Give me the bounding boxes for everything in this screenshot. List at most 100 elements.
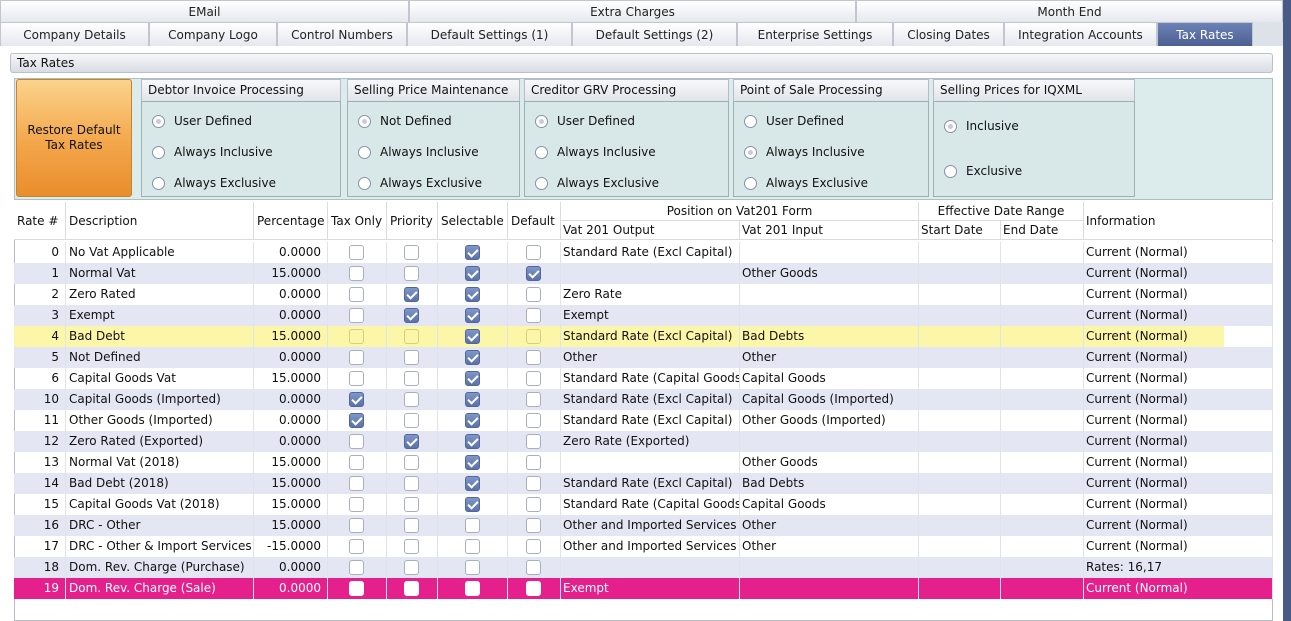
selectable-checkbox[interactable] [465,560,480,575]
radio-button-icon[interactable] [744,114,757,128]
table-row[interactable]: 14 Bad Debt (2018) 15.0000 Standard Rate (E… [14,473,1273,494]
default-checkbox[interactable] [526,455,541,470]
default-checkbox[interactable] [526,329,541,344]
tax-only-checkbox[interactable] [349,434,364,449]
priority-checkbox[interactable] [404,266,419,281]
tab-company-logo[interactable]: Company Logo [149,22,277,46]
table-row[interactable]: 1 Normal Vat 15.0000 Other Goods Current (No… [14,263,1273,284]
radio-button-icon[interactable] [944,164,957,178]
col-tax-only-header[interactable]: Tax Only [328,202,387,240]
col-end-date-header[interactable]: End Date [1001,221,1084,240]
radio-button-icon[interactable] [358,176,371,190]
tax-only-checkbox[interactable] [349,539,364,554]
table-row[interactable]: 16 DRC - Other 15.0000 Other and Imported S… [14,515,1273,536]
selectable-checkbox[interactable] [465,581,480,596]
default-checkbox[interactable] [526,413,541,428]
col-percentage-header[interactable]: Percentage [254,202,328,240]
priority-checkbox[interactable] [404,287,419,302]
col-default-header[interactable]: Default [508,202,561,240]
col-selectable-header[interactable]: Selectable [438,202,508,240]
selling-prices-iqxml-option[interactable]: Exclusive [944,164,1022,178]
table-row[interactable]: 2 Zero Rated 0.0000 Zero Rate Current (Norma… [14,284,1273,305]
table-row[interactable]: 6 Capital Goods Vat 15.0000 Standard Rate (… [14,368,1273,389]
table-row[interactable]: 19 Dom. Rev. Charge (Sale) 0.0000 Exempt Cur… [14,578,1273,599]
table-row[interactable]: 13 Normal Vat (2018) 15.0000 Other Goods Cur… [14,452,1273,473]
tax-only-checkbox[interactable] [349,581,364,596]
priority-checkbox[interactable] [404,497,419,512]
priority-checkbox[interactable] [404,560,419,575]
radio-button-icon[interactable] [944,119,957,133]
default-checkbox[interactable] [526,476,541,491]
default-checkbox[interactable] [526,434,541,449]
tax-only-checkbox[interactable] [349,476,364,491]
default-checkbox[interactable] [526,245,541,260]
priority-checkbox[interactable] [404,581,419,596]
tab-default-settings-2[interactable]: Default Settings (2) [572,22,737,46]
selectable-checkbox[interactable] [465,308,480,323]
tab-integration-accounts[interactable]: Integration Accounts [1004,22,1157,46]
default-checkbox[interactable] [526,392,541,407]
priority-checkbox[interactable] [404,371,419,386]
tax-only-checkbox[interactable] [349,329,364,344]
selectable-checkbox[interactable] [465,287,480,302]
selectable-checkbox[interactable] [465,266,480,281]
selectable-checkbox[interactable] [465,434,480,449]
radio-button-icon[interactable] [152,114,165,128]
tax-only-checkbox[interactable] [349,518,364,533]
col-rate-header[interactable]: Rate # [14,202,66,240]
tax-only-checkbox[interactable] [349,245,364,260]
table-row[interactable]: 5 Not Defined 0.0000 Other Other Current (Nor… [14,347,1273,368]
selling-price-maintenance-option[interactable]: Always Inclusive [358,145,479,159]
creditor-grv-processing-option[interactable]: User Defined [535,114,635,128]
tab-month-end[interactable]: Month End [856,0,1283,22]
default-checkbox[interactable] [526,497,541,512]
table-row[interactable]: 12 Zero Rated (Exported) 0.0000 Zero Rate (… [14,431,1273,452]
tab-default-settings-1[interactable]: Default Settings (1) [407,22,572,46]
table-row[interactable]: 10 Capital Goods (Imported) 0.0000 Standard… [14,389,1273,410]
default-checkbox[interactable] [526,350,541,365]
debtor-invoice-processing-option[interactable]: User Defined [152,114,252,128]
col-start-date-header[interactable]: Start Date [919,221,1001,240]
selectable-checkbox[interactable] [465,476,480,491]
selling-prices-iqxml-option[interactable]: Inclusive [944,119,1019,133]
table-row[interactable]: 18 Dom. Rev. Charge (Purchase) 0.0000 Rates… [14,557,1273,578]
table-row[interactable]: 0 No Vat Applicable 0.0000 Standard Rate (E… [14,242,1273,263]
tax-only-checkbox[interactable] [349,413,364,428]
default-checkbox[interactable] [526,266,541,281]
tab-email[interactable]: EMail [0,0,409,22]
point-of-sale-processing-option[interactable]: Always Exclusive [744,176,868,190]
point-of-sale-processing-option[interactable]: Always Inclusive [744,145,865,159]
priority-checkbox[interactable] [404,434,419,449]
radio-button-icon[interactable] [152,145,165,159]
point-of-sale-processing-option[interactable]: User Defined [744,114,844,128]
col-vat-input-header[interactable]: Vat 201 Input [740,221,919,240]
col-information-header[interactable]: Information [1084,202,1273,240]
debtor-invoice-processing-option[interactable]: Always Exclusive [152,176,276,190]
priority-checkbox[interactable] [404,539,419,554]
tax-only-checkbox[interactable] [349,308,364,323]
priority-checkbox[interactable] [404,476,419,491]
creditor-grv-processing-option[interactable]: Always Inclusive [535,145,656,159]
tab-closing-dates[interactable]: Closing Dates [893,22,1004,46]
tax-only-checkbox[interactable] [349,371,364,386]
priority-checkbox[interactable] [404,308,419,323]
tab-extra-charges[interactable]: Extra Charges [409,0,856,22]
radio-button-icon[interactable] [744,145,757,159]
priority-checkbox[interactable] [404,455,419,470]
priority-checkbox[interactable] [404,392,419,407]
selectable-checkbox[interactable] [465,350,480,365]
table-row[interactable]: 11 Other Goods (Imported) 0.0000 Standard R… [14,410,1273,431]
default-checkbox[interactable] [526,287,541,302]
col-vat-output-header[interactable]: Vat 201 Output [561,221,740,240]
col-description-header[interactable]: Description [66,202,254,240]
default-checkbox[interactable] [526,371,541,386]
radio-button-icon[interactable] [358,145,371,159]
selectable-checkbox[interactable] [465,329,480,344]
selling-price-maintenance-option[interactable]: Always Exclusive [358,176,482,190]
priority-checkbox[interactable] [404,350,419,365]
selectable-checkbox[interactable] [465,371,480,386]
selectable-checkbox[interactable] [465,518,480,533]
priority-checkbox[interactable] [404,518,419,533]
tab-control-numbers[interactable]: Control Numbers [277,22,407,46]
selectable-checkbox[interactable] [465,413,480,428]
